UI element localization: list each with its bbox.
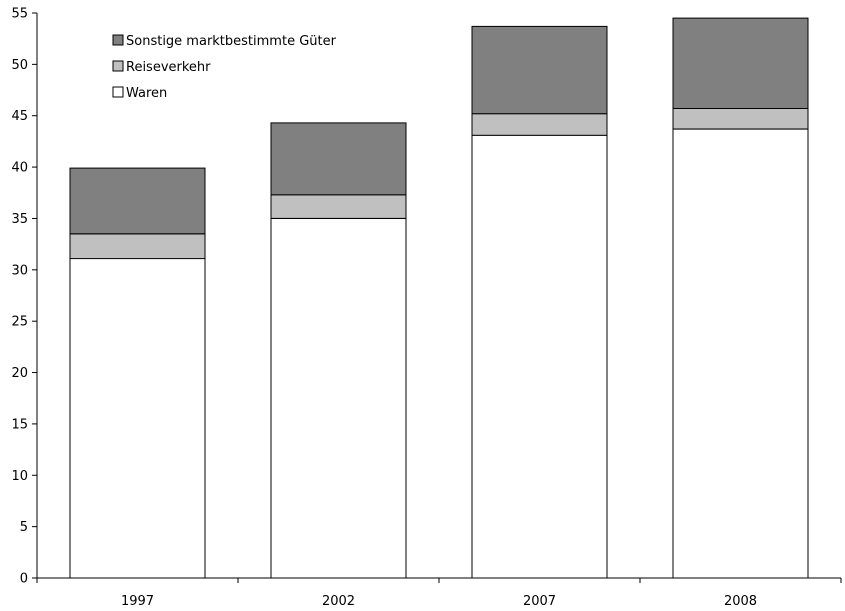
bar-2002-sonstige-marktbestimmte-güter: [270, 122, 407, 196]
bar-2008-reiseverkehr: [672, 108, 809, 130]
bar-2008-sonstige-marktbestimmte-güter: [672, 17, 809, 110]
legend-label-waren: Waren: [126, 86, 167, 101]
y-tick-label-15: 15: [11, 417, 28, 432]
bar-2002-reiseverkehr: [270, 194, 407, 219]
legend-label-reiseverkehr: Reiseverkehr: [126, 60, 211, 75]
legend-swatch-reiseverkehr: [112, 60, 124, 72]
y-tick-label-40: 40: [11, 161, 28, 176]
y-tick-label-30: 30: [11, 263, 28, 278]
y-tick-label-55: 55: [11, 7, 28, 22]
y-tick-label-50: 50: [11, 58, 28, 73]
bar-1997-waren: [69, 258, 206, 579]
x-tick-label-2007: 2007: [523, 594, 556, 609]
bar-1997-sonstige-marktbestimmte-güter: [69, 167, 206, 235]
bar-1997-reiseverkehr: [69, 233, 206, 260]
bar-2007-sonstige-marktbestimmte-güter: [471, 25, 608, 115]
x-tick-label-2002: 2002: [322, 594, 355, 609]
axes-layer: 0 5 10 15 20 25 30 35 40 45 50 55 1997 2002 2007 2008: [11, 7, 842, 609]
bar-2007-waren: [471, 134, 608, 579]
y-tick-label-0: 0: [20, 572, 28, 587]
bar-2002-waren: [270, 218, 407, 579]
legend: Sonstige marktbestimmte Güter Reiseverkeh…: [112, 34, 337, 101]
x-tick-label-1997: 1997: [121, 594, 154, 609]
legend-swatch-waren: [112, 86, 124, 98]
x-tick-label-2008: 2008: [724, 594, 757, 609]
legend-label-sonstige-marktbestimmte-güter: Sonstige marktbestimmte Güter: [126, 34, 337, 49]
bar-2007-reiseverkehr: [471, 113, 608, 136]
y-tick-label-25: 25: [11, 315, 28, 330]
bar-2008-waren: [672, 128, 809, 579]
y-tick-label-10: 10: [11, 469, 28, 484]
bars-layer: [69, 17, 809, 579]
y-tick-label-5: 5: [20, 520, 28, 535]
y-tick-label-20: 20: [11, 366, 28, 381]
y-tick-label-35: 35: [11, 212, 28, 227]
y-tick-label-45: 45: [11, 109, 28, 124]
legend-swatch-sonstige-marktbestimmte-güter: [112, 34, 124, 46]
